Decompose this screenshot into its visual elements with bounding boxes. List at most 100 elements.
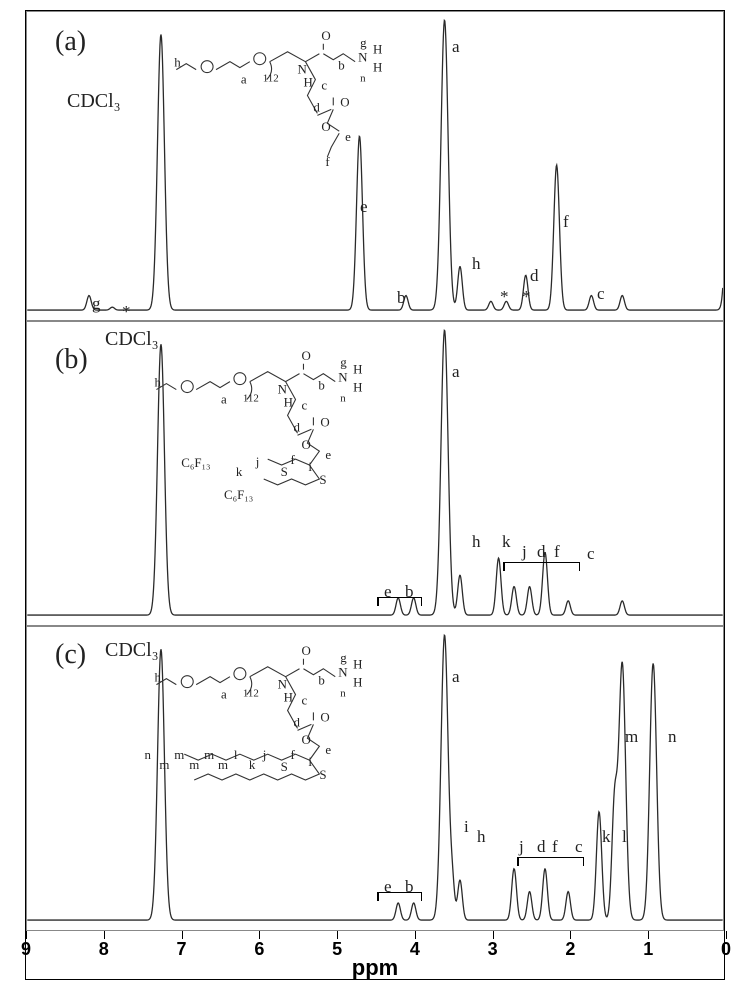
svg-text:H: H [353,362,362,377]
svg-text:H: H [284,690,293,705]
x-tick-label: 8 [99,939,109,960]
svg-text:O: O [301,643,310,658]
svg-text:h: h [154,670,161,685]
svg-text:l: l [234,747,238,762]
x-tick [415,931,416,939]
panel-a-solvent: CDCl₃ [67,90,121,113]
x-tick [570,931,571,939]
svg-text:e: e [325,742,331,757]
peak-label-e: e [360,197,368,217]
x-axis-title: ppm [26,955,724,981]
svg-text:C₆F₁₃: C₆F₁₃ [224,487,253,502]
peak-label-f: f [554,542,560,562]
svg-text:N: N [338,665,348,680]
svg-text:d: d [294,714,301,729]
svg-text:H: H [353,380,362,395]
spectrum-c: h a 112 H N O b N g H H n c d O O e f i … [27,627,723,930]
svg-text:g: g [340,650,347,665]
peak-label-c: c [575,837,583,857]
x-axis: ppm 9876543210 [26,931,724,979]
peak-label-h: h [477,827,486,847]
x-tick [648,931,649,939]
svg-text:b: b [318,378,324,393]
svg-text:i: i [308,754,312,769]
svg-text:S: S [281,464,288,479]
panel-a: h a 112 H N O b N g H H n c d O O e f (a… [26,11,724,321]
svg-text:f: f [291,452,296,467]
svg-text:a: a [221,687,227,702]
svg-text:k: k [236,464,243,479]
svg-text:j: j [262,747,267,762]
svg-text:O: O [320,709,329,724]
svg-text:i: i [308,459,312,474]
peak-label-a: a [452,667,460,687]
x-tick [104,931,105,939]
peak-label-e: e [384,877,392,897]
panel-b: h a 112 H N O b N g H H n c d O O e f i … [26,321,724,626]
svg-text:g: g [340,355,347,370]
panel-a-label: (a) [55,26,86,58]
peak-label-*: * [522,287,531,307]
peak-bracket [377,892,422,893]
svg-text:c: c [301,397,307,412]
svg-text:g: g [360,35,367,50]
svg-text:O: O [301,732,310,747]
svg-text:H: H [353,675,362,690]
svg-text:a: a [241,72,247,87]
svg-text:d: d [294,419,301,434]
svg-text:H: H [353,657,362,672]
svg-text:n: n [340,688,346,700]
svg-text:h: h [154,375,161,390]
svg-text:O: O [340,94,349,109]
svg-text:c: c [301,692,307,707]
peak-label-c: c [597,284,605,304]
svg-text:e: e [325,447,331,462]
x-tick [182,931,183,939]
svg-text:112: 112 [243,392,259,404]
svg-text:S: S [319,767,326,782]
svg-text:N: N [338,370,348,385]
svg-text:H: H [284,394,293,409]
x-tick-label: 5 [332,939,342,960]
peak-label-j: j [519,837,524,857]
peak-label-f: f [563,212,569,232]
svg-text:m: m [174,747,184,762]
svg-text:N: N [298,62,308,77]
svg-text:H: H [373,60,382,75]
peak-label-c: c [587,544,595,564]
svg-text:m: m [204,747,214,762]
peak-label-a: a [452,362,460,382]
spectrum-b: h a 112 H N O b N g H H n c d O O e f i … [27,322,723,625]
x-tick-label: 9 [21,939,31,960]
x-tick [26,931,27,939]
x-tick-label: 7 [177,939,187,960]
peak-label-d: d [537,542,546,562]
peak-bracket [517,857,584,858]
x-tick-label: 0 [721,939,731,960]
svg-text:O: O [321,119,330,134]
svg-text:a: a [221,391,227,406]
peak-label-h: h [472,532,481,552]
svg-text:c: c [321,77,327,92]
peak-label-k: k [502,532,511,552]
svg-text:e: e [345,129,351,144]
svg-text:O: O [320,414,329,429]
x-tick-label: 2 [565,939,575,960]
x-tick [493,931,494,939]
peak-label-d: d [537,837,546,857]
svg-text:O: O [301,437,310,452]
panel-c-label: (c) [55,639,86,671]
svg-text:d: d [313,99,320,114]
peak-label-f: f [552,837,558,857]
svg-text:n: n [340,392,346,404]
peak-bracket [377,597,422,598]
panel-b-label: (b) [55,344,88,376]
x-tick-label: 1 [643,939,653,960]
svg-text:m: m [159,757,169,772]
x-tick [337,931,338,939]
peak-label-*: * [122,302,131,322]
panel-b-solvent: CDCl₃ [105,328,159,351]
svg-text:H: H [303,75,312,90]
peak-label-l: l [622,827,627,847]
svg-text:m: m [218,757,228,772]
